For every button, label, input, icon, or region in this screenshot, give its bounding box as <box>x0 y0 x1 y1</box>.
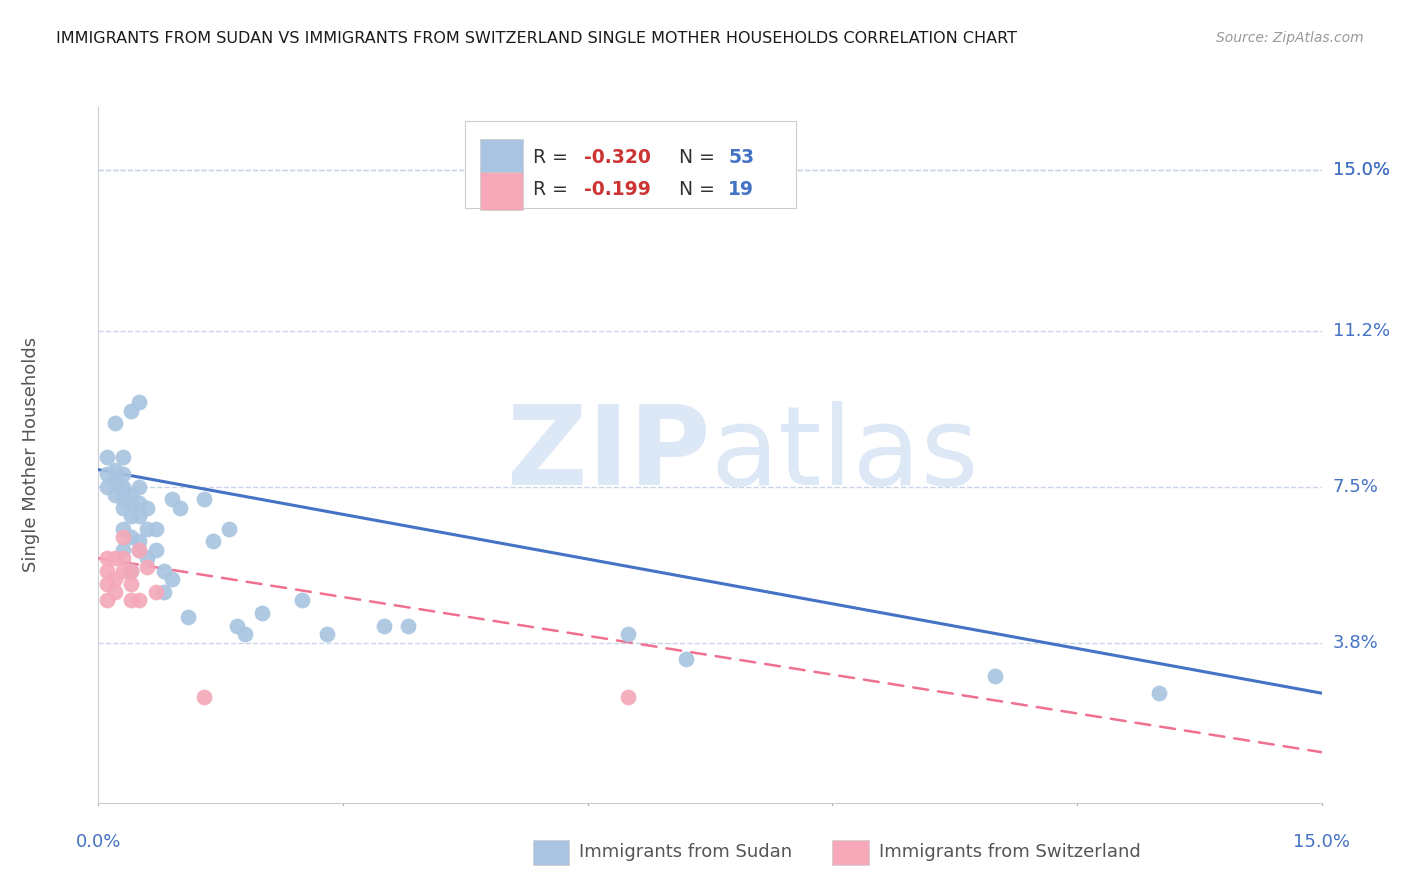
Point <box>250 606 273 620</box>
Point <box>145 585 167 599</box>
Point <box>315 627 337 641</box>
Point <box>111 530 134 544</box>
Point <box>193 492 215 507</box>
Text: IMMIGRANTS FROM SUDAN VS IMMIGRANTS FROM SWITZERLAND SINGLE MOTHER HOUSEHOLDS CO: IMMIGRANTS FROM SUDAN VS IMMIGRANTS FROM… <box>56 31 1017 46</box>
Text: Immigrants from Switzerland: Immigrants from Switzerland <box>879 843 1140 861</box>
Point <box>120 564 142 578</box>
Point <box>96 467 118 481</box>
Text: 11.2%: 11.2% <box>1333 321 1391 340</box>
Point <box>104 572 127 586</box>
Point <box>120 509 142 524</box>
Text: 0.0%: 0.0% <box>76 833 121 851</box>
Point <box>233 627 256 641</box>
Point <box>291 593 314 607</box>
Text: 53: 53 <box>728 147 755 167</box>
Text: N =: N = <box>679 180 721 199</box>
Point <box>145 522 167 536</box>
Point <box>104 417 127 431</box>
Point <box>145 542 167 557</box>
Point <box>136 522 159 536</box>
FancyBboxPatch shape <box>479 139 523 178</box>
Point <box>128 509 150 524</box>
Point <box>201 534 224 549</box>
Text: 3.8%: 3.8% <box>1333 633 1378 651</box>
Point <box>226 618 249 632</box>
Text: N =: N = <box>679 147 721 167</box>
FancyBboxPatch shape <box>832 840 869 865</box>
Point <box>136 559 159 574</box>
Point <box>152 585 174 599</box>
Text: Source: ZipAtlas.com: Source: ZipAtlas.com <box>1216 31 1364 45</box>
Point <box>396 618 419 632</box>
Text: -0.320: -0.320 <box>583 147 651 167</box>
Point <box>160 492 183 507</box>
Point <box>128 542 150 557</box>
Point <box>136 500 159 515</box>
Point <box>617 627 640 641</box>
Point <box>160 572 183 586</box>
FancyBboxPatch shape <box>465 121 796 208</box>
Point <box>111 522 134 536</box>
Point <box>104 471 127 485</box>
Text: Single Mother Households: Single Mother Households <box>22 337 41 573</box>
Text: atlas: atlas <box>710 401 979 508</box>
Text: 15.0%: 15.0% <box>1333 161 1389 179</box>
Point <box>111 492 134 507</box>
Point <box>111 564 134 578</box>
Point <box>120 593 142 607</box>
Point <box>193 690 215 705</box>
Point <box>120 564 142 578</box>
Text: ZIP: ZIP <box>506 401 710 508</box>
Point <box>120 576 142 591</box>
Point <box>128 496 150 510</box>
Point <box>104 463 127 477</box>
Text: 15.0%: 15.0% <box>1333 161 1389 179</box>
Point <box>675 652 697 666</box>
Point <box>111 551 134 566</box>
FancyBboxPatch shape <box>533 840 569 865</box>
Point <box>120 488 142 502</box>
Point <box>617 690 640 705</box>
Text: 7.5%: 7.5% <box>1333 477 1379 496</box>
Point <box>128 542 150 557</box>
Point <box>104 585 127 599</box>
Text: 19: 19 <box>728 180 755 199</box>
Point <box>984 669 1007 683</box>
Point <box>152 564 174 578</box>
Point <box>104 475 127 490</box>
Point <box>373 618 395 632</box>
Point <box>96 564 118 578</box>
Point <box>169 500 191 515</box>
Text: Immigrants from Sudan: Immigrants from Sudan <box>579 843 792 861</box>
Point <box>111 467 134 481</box>
Point <box>104 488 127 502</box>
Point <box>111 500 134 515</box>
Point <box>128 534 150 549</box>
Point <box>104 551 127 566</box>
Text: 15.0%: 15.0% <box>1294 833 1350 851</box>
Point <box>111 479 134 493</box>
Point <box>177 610 200 624</box>
Point <box>111 542 134 557</box>
Point <box>111 483 134 498</box>
Point <box>120 403 142 417</box>
Point <box>96 593 118 607</box>
Point <box>96 551 118 566</box>
FancyBboxPatch shape <box>479 171 523 210</box>
Text: R =: R = <box>533 180 574 199</box>
Point <box>128 593 150 607</box>
Point <box>120 530 142 544</box>
Text: R =: R = <box>533 147 574 167</box>
Point <box>218 522 240 536</box>
Point <box>111 450 134 464</box>
Point <box>128 479 150 493</box>
Point <box>96 450 118 464</box>
Point <box>128 395 150 409</box>
Point <box>136 551 159 566</box>
Point <box>96 576 118 591</box>
Point <box>120 496 142 510</box>
Point <box>1147 686 1170 700</box>
Text: -0.199: -0.199 <box>583 180 651 199</box>
Point <box>96 479 118 493</box>
